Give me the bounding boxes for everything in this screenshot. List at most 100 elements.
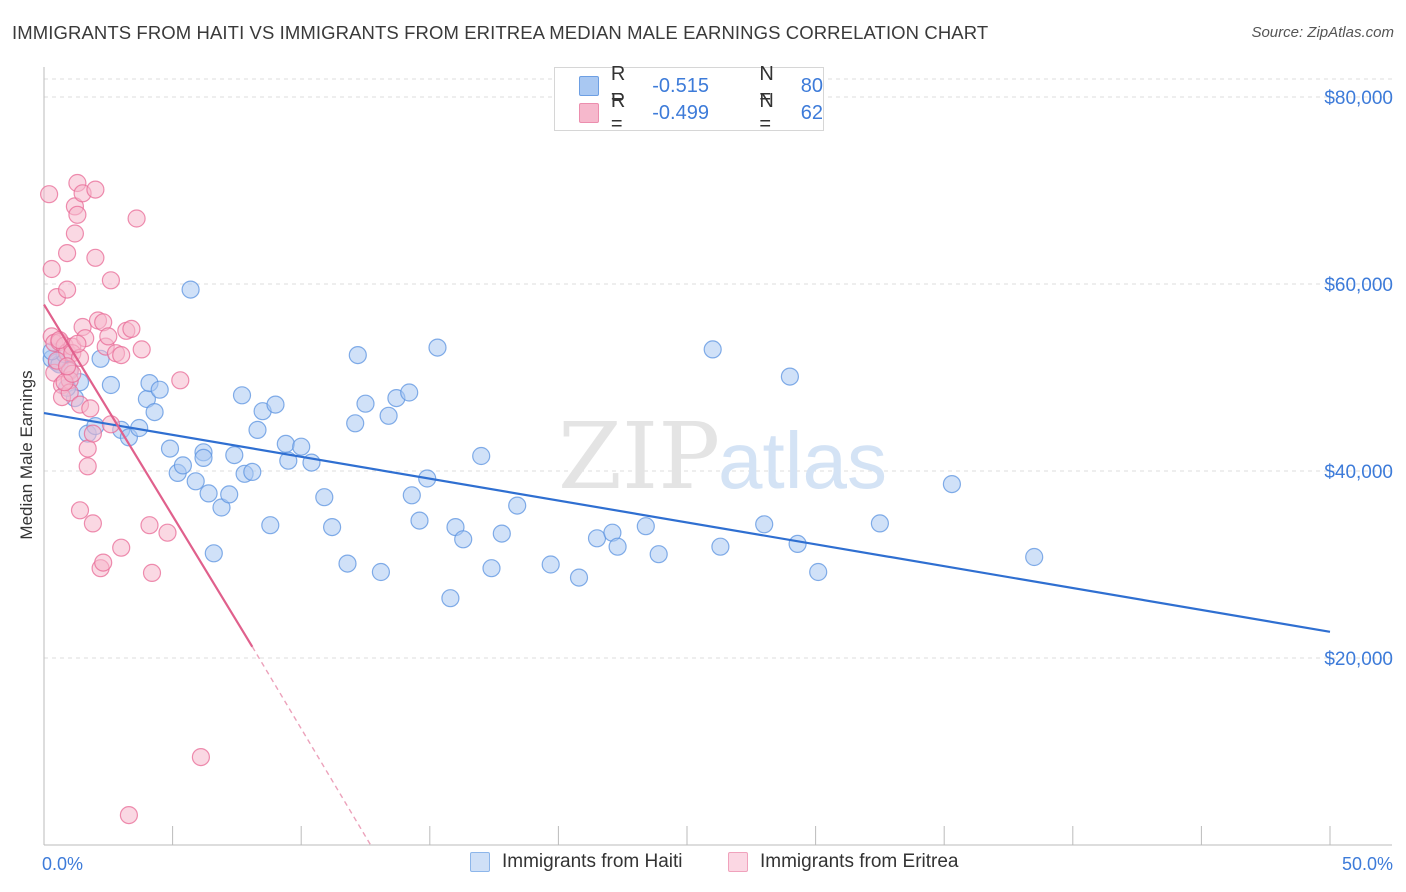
eritrea-point: [57, 357, 77, 376]
y-tick-label: $80,000: [1324, 88, 1393, 109]
eritrea-point: [119, 805, 138, 825]
eritrea-trend-extension: [251, 646, 372, 846]
haiti-point: [348, 346, 367, 365]
haiti-point: [145, 403, 164, 422]
eritrea-point: [57, 280, 77, 299]
eritrea-point: [191, 747, 210, 767]
haiti-point: [160, 439, 180, 458]
series-swatch-eritrea: [728, 852, 748, 872]
eritrea-point: [94, 553, 113, 572]
y-tick-label: $60,000: [1324, 275, 1393, 296]
x-tick-labels: 0.0% 50.0%: [42, 854, 1393, 874]
haiti-point: [1025, 547, 1044, 567]
haiti-point: [220, 485, 239, 504]
haiti-point: [492, 524, 511, 543]
haiti-point: [379, 406, 398, 425]
haiti-point: [703, 340, 722, 359]
haiti-point: [276, 434, 295, 453]
haiti-point: [101, 375, 121, 395]
haiti-point: [279, 451, 298, 470]
haiti-point: [225, 446, 244, 465]
eritrea-point: [81, 399, 100, 418]
eritrea-point: [39, 185, 59, 204]
chart-title: IMMIGRANTS FROM HAITI VS IMMIGRANTS FROM…: [12, 22, 989, 43]
series-label-eritrea: Immigrants from Eritrea: [760, 851, 959, 872]
haiti-point: [711, 537, 730, 556]
eritrea-point: [42, 259, 61, 279]
haiti-point: [248, 420, 267, 439]
eritrea-point: [68, 205, 87, 224]
haiti-point: [428, 338, 447, 357]
haiti-point: [454, 530, 473, 549]
haiti-point: [338, 554, 357, 573]
eritrea-point: [112, 346, 131, 365]
legend-n-value-eritrea: 62: [800, 101, 824, 124]
eritrea-point: [171, 371, 190, 390]
legend-n-label: N =: [759, 90, 774, 135]
watermark-zip: ZIP: [558, 403, 720, 510]
haiti-point: [569, 568, 589, 587]
eritrea-point: [83, 424, 103, 443]
legend-n-value-haiti: 80: [800, 74, 824, 97]
haiti-point: [870, 514, 890, 533]
haiti-point: [232, 386, 252, 405]
eritrea-point: [78, 457, 97, 476]
haiti-point: [541, 555, 560, 574]
haiti-point: [636, 517, 655, 536]
haiti-point: [292, 437, 311, 456]
haiti-point: [186, 472, 205, 491]
legend-swatch-eritrea: [579, 103, 599, 123]
trend-lines: [43, 303, 1331, 846]
x-tick-label-min: 0.0%: [42, 854, 83, 874]
haiti-point: [755, 515, 774, 534]
legend-n-label: N =: [759, 63, 774, 108]
haiti-point: [402, 486, 421, 505]
haiti-point: [400, 383, 419, 402]
legend-row-haiti: R = -0.515 N = 80: [579, 63, 824, 108]
eritrea-point: [127, 209, 146, 228]
series-legend-eritrea[interactable]: Immigrants from Eritrea: [728, 851, 958, 873]
haiti-point: [243, 462, 262, 481]
watermark-atlas: atlas: [718, 416, 887, 505]
eritrea-point: [65, 224, 85, 243]
eritrea-point: [70, 501, 90, 520]
legend-r-label: R =: [610, 63, 626, 108]
haiti-point: [780, 367, 800, 386]
legend-r-value-haiti: -0.515: [652, 74, 709, 97]
haiti-point: [199, 484, 218, 503]
haiti-point: [942, 475, 962, 494]
series-swatch-haiti: [470, 852, 490, 872]
haiti-point: [173, 456, 192, 475]
haiti-point: [346, 414, 365, 433]
series-legend-haiti[interactable]: Immigrants from Haiti: [470, 851, 683, 873]
haiti-point: [356, 394, 375, 413]
legend-r-label: R =: [610, 90, 626, 135]
eritrea-point: [83, 514, 103, 533]
eritrea-point: [57, 244, 77, 263]
haiti-point: [410, 511, 429, 530]
haiti-point: [608, 537, 627, 556]
haiti-point: [441, 589, 460, 608]
legend-swatch-haiti: [579, 76, 599, 96]
haiti-point: [315, 488, 334, 507]
haiti-point: [472, 446, 491, 466]
eritrea-point: [112, 538, 131, 557]
eritrea-point: [122, 319, 141, 338]
legend-row-eritrea: R = -0.499 N = 62: [579, 90, 824, 135]
haiti-trend-line: [43, 411, 1331, 633]
haiti-point: [261, 516, 280, 535]
y-tick-labels: $20,000 $40,000 $60,000 $80,000: [1324, 88, 1393, 670]
eritrea-trend-line: [43, 303, 254, 648]
y-tick-label: $20,000: [1324, 649, 1393, 670]
watermark: ZIP atlas: [558, 403, 887, 510]
eritrea-point: [86, 248, 105, 267]
haiti-point: [788, 534, 807, 554]
x-tick-label-max: 50.0%: [1342, 854, 1393, 874]
eritrea-point: [140, 516, 159, 535]
eritrea-point: [99, 327, 118, 346]
correlation-legend: R = -0.515 N = 80 R = -0.499 N = 62: [554, 63, 824, 135]
eritrea-point: [86, 180, 105, 199]
eritrea-point: [132, 340, 151, 359]
haiti-point: [150, 380, 169, 399]
